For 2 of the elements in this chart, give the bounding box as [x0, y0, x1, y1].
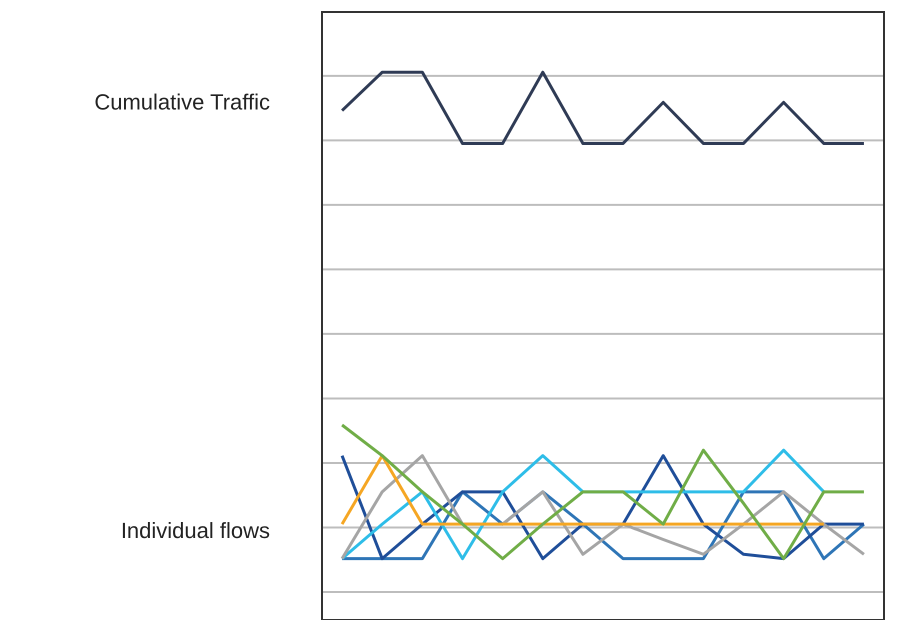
text: Individual flows	[120, 518, 270, 543]
text: Cumulative Traffic	[94, 89, 270, 114]
